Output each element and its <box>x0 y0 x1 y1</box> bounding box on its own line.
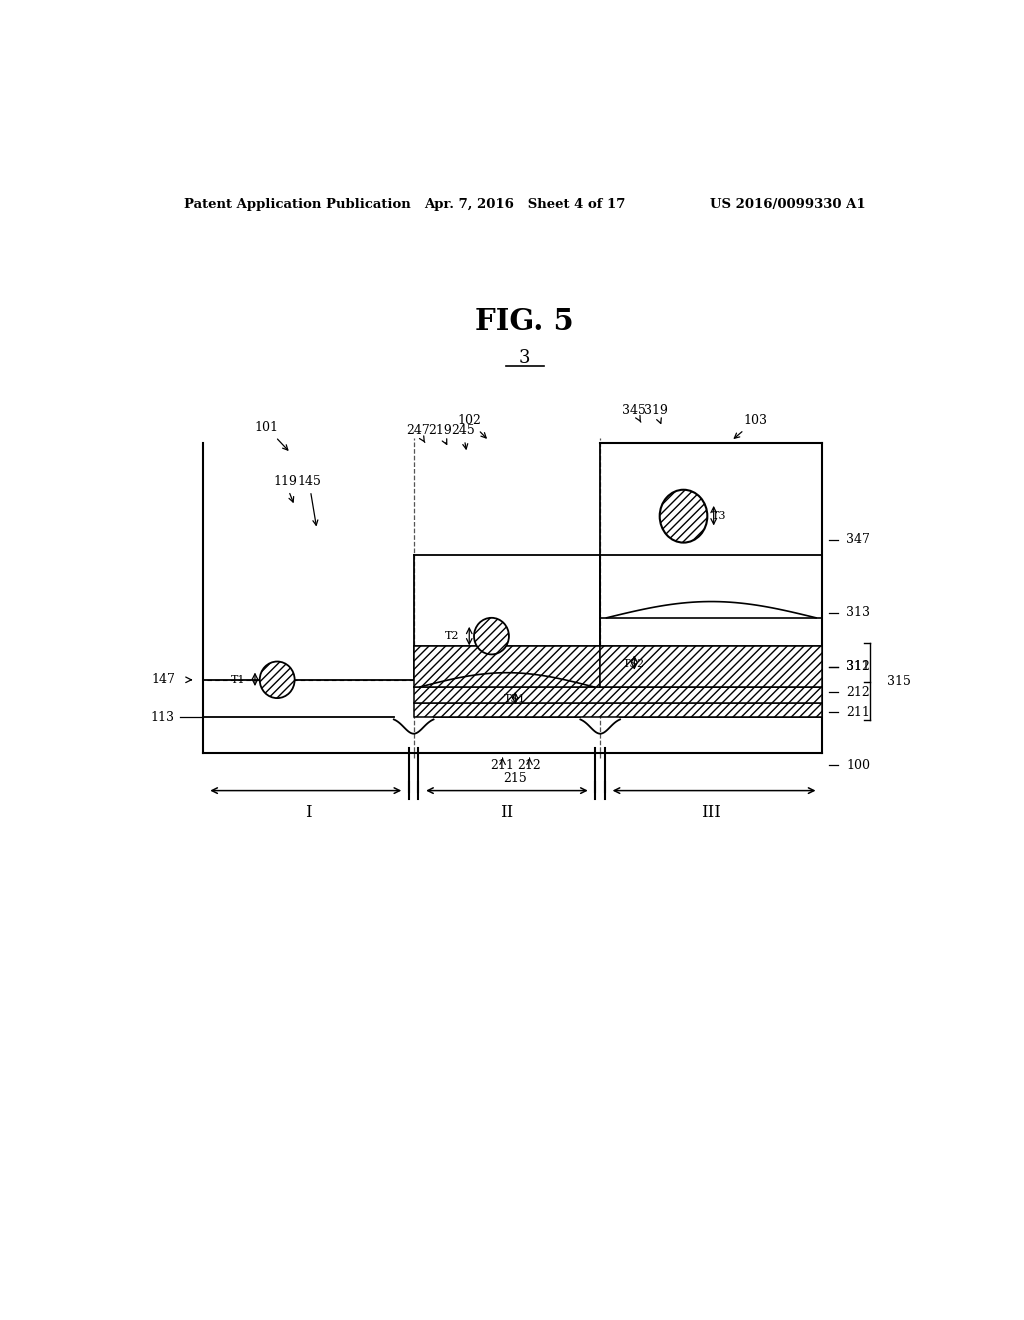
Text: 311: 311 <box>846 660 870 673</box>
Ellipse shape <box>260 661 295 698</box>
Bar <box>600 647 822 686</box>
Text: 212: 212 <box>846 685 870 698</box>
Text: 313: 313 <box>846 606 870 619</box>
Text: 215: 215 <box>504 772 527 785</box>
Text: 119: 119 <box>273 475 297 502</box>
Text: I: I <box>305 804 312 821</box>
Text: TS2: TS2 <box>624 659 645 668</box>
Text: Patent Application Publication: Patent Application Publication <box>183 198 411 211</box>
Bar <box>600 647 822 686</box>
Text: 219: 219 <box>428 424 452 445</box>
Text: 100: 100 <box>846 759 870 772</box>
Text: III: III <box>701 804 721 821</box>
Bar <box>414 704 822 718</box>
Bar <box>600 669 822 686</box>
Text: 145: 145 <box>297 475 321 525</box>
Text: 113: 113 <box>151 711 174 723</box>
Text: Apr. 7, 2016   Sheet 4 of 17: Apr. 7, 2016 Sheet 4 of 17 <box>424 198 626 211</box>
Bar <box>414 686 822 704</box>
Text: 315: 315 <box>888 676 911 688</box>
Bar <box>414 647 600 686</box>
Text: 347: 347 <box>846 533 870 546</box>
Text: TS1: TS1 <box>504 694 526 704</box>
Text: II: II <box>501 804 514 821</box>
Text: US 2016/0099330 A1: US 2016/0099330 A1 <box>711 198 866 211</box>
Ellipse shape <box>659 490 708 543</box>
Text: 211: 211 <box>490 759 514 772</box>
Text: 245: 245 <box>451 424 475 449</box>
Bar <box>414 647 600 686</box>
Text: 345: 345 <box>623 404 646 422</box>
Text: T2: T2 <box>445 631 460 642</box>
Text: 312: 312 <box>846 660 870 673</box>
Text: 247: 247 <box>406 424 429 442</box>
Text: 212: 212 <box>518 759 542 772</box>
Text: FIG. 5: FIG. 5 <box>475 306 574 335</box>
Text: 211: 211 <box>846 706 870 719</box>
Text: 147: 147 <box>152 673 176 686</box>
Text: T3: T3 <box>712 511 727 521</box>
Text: 102: 102 <box>458 414 486 438</box>
Text: T1: T1 <box>231 675 246 685</box>
Bar <box>414 704 822 718</box>
Text: 103: 103 <box>734 414 767 438</box>
Text: 3: 3 <box>519 348 530 367</box>
Text: 101: 101 <box>255 421 288 450</box>
Bar <box>414 686 822 704</box>
Text: 319: 319 <box>644 404 668 424</box>
Ellipse shape <box>474 618 509 655</box>
